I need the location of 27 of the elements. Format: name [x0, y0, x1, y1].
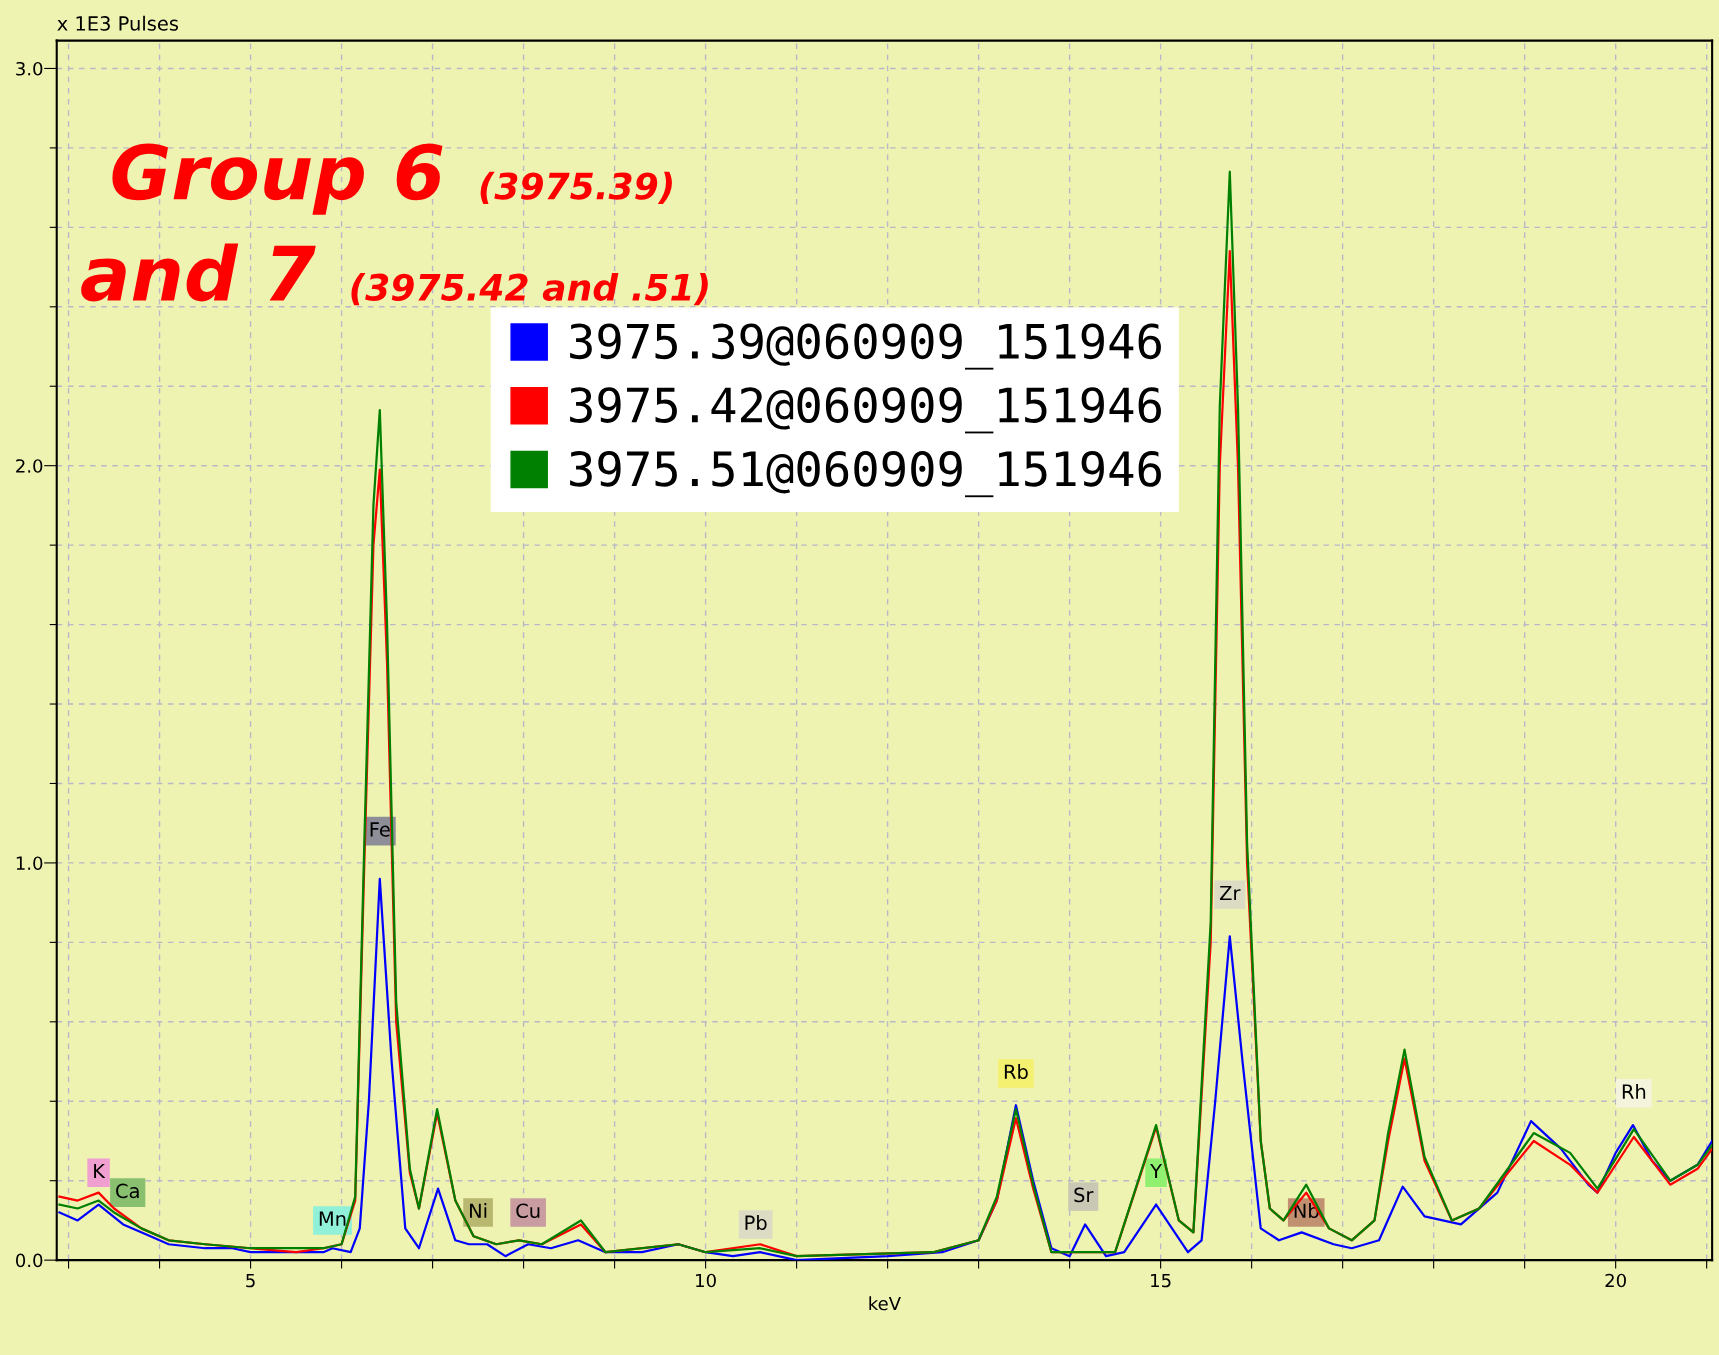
- x-axis-title: keV: [869, 1296, 901, 1311]
- legend-label: 3975.51@060909_151946: [570, 451, 1161, 498]
- annotation: Zr: [1220, 885, 1241, 901]
- text: Group 6 (3975.39): [112, 143, 672, 215]
- x-tick-label: 10: [696, 1273, 716, 1288]
- x-tick-label: 20: [1605, 1273, 1626, 1288]
- annotation: Fe: [370, 822, 390, 837]
- annotation: Sr: [1074, 1187, 1094, 1203]
- text: and 7 (3975.42 and .51): [81, 243, 708, 306]
- annotation: Mn: [319, 1211, 346, 1226]
- y-tick-label: 0.0: [16, 1253, 43, 1268]
- y-tick-label: 3.0: [16, 61, 43, 76]
- legend-label: 3975.42@060909_151946: [570, 387, 1161, 434]
- y-axis-title: x 1E3 Pulses: [57, 15, 179, 31]
- y-tick-label: 1.0: [16, 856, 43, 871]
- y-tick-label: 2.0: [16, 459, 43, 473]
- annotation: Ca: [116, 1183, 139, 1199]
- x-tick-label: 15: [1151, 1273, 1171, 1288]
- annotation: Rb: [1004, 1064, 1028, 1080]
- legend-label: 3975.39@060909_151946: [570, 323, 1161, 370]
- annotation: Ni: [470, 1203, 487, 1218]
- x-tick-label: 5: [246, 1273, 255, 1288]
- annotation: Rh: [1622, 1083, 1646, 1099]
- annotation: Cu: [516, 1203, 540, 1219]
- annotation: Pb: [745, 1214, 767, 1231]
- annotation: Y: [1150, 1163, 1163, 1179]
- annotation: K: [94, 1163, 106, 1179]
